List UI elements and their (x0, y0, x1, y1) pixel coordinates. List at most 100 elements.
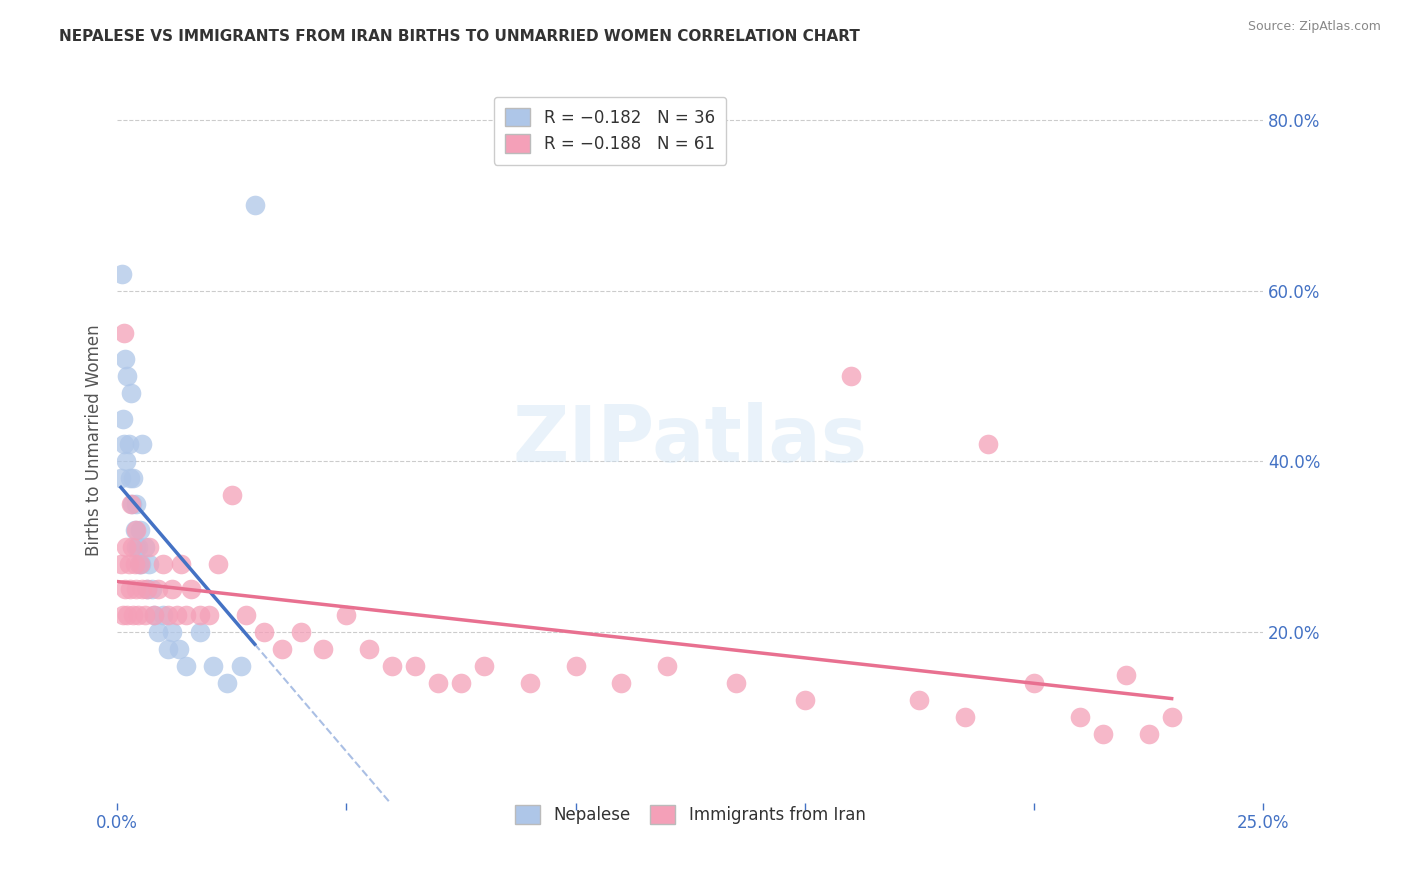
Point (290, 624, 312, 639)
Point (120, 497, 142, 511)
Point (115, 540, 138, 554)
Point (115, 454, 138, 468)
Text: Source: ZipAtlas.com: Source: ZipAtlas.com (1247, 20, 1381, 33)
Point (610, 676, 633, 690)
Point (472, 659, 495, 673)
Point (839, 369, 862, 384)
Point (138, 540, 160, 554)
Point (129, 557, 152, 571)
Point (148, 624, 170, 639)
Point (1137, 727, 1160, 741)
Text: NEPALESE VS IMMIGRANTS FROM IRAN BIRTHS TO UNMARRIED WOMEN CORRELATION CHART: NEPALESE VS IMMIGRANTS FROM IRAN BIRTHS … (59, 29, 860, 44)
Point (142, 607, 165, 622)
Point (111, 411, 134, 425)
Point (202, 659, 225, 673)
Point (1069, 710, 1091, 724)
Point (519, 676, 541, 690)
Point (118, 557, 141, 571)
Point (152, 557, 174, 571)
Point (253, 624, 276, 639)
Point (125, 582, 148, 597)
Point (1022, 676, 1045, 690)
Point (152, 607, 174, 622)
Point (129, 557, 152, 571)
Point (127, 607, 149, 622)
Point (1091, 727, 1114, 741)
Point (136, 582, 159, 597)
Point (271, 642, 294, 657)
Point (136, 582, 159, 597)
Point (167, 642, 190, 657)
Point (359, 642, 381, 657)
Point (235, 607, 257, 622)
Point (122, 471, 145, 485)
Point (450, 676, 472, 690)
Point (111, 267, 134, 281)
Point (127, 540, 149, 554)
Point (725, 676, 748, 690)
Point (148, 582, 170, 597)
Point (955, 710, 977, 724)
Point (1160, 710, 1182, 724)
Point (111, 607, 134, 622)
Point (174, 659, 197, 673)
Point (156, 642, 179, 657)
Point (134, 607, 156, 622)
Point (124, 557, 146, 571)
Point (110, 557, 132, 571)
Point (124, 523, 146, 537)
Point (118, 471, 141, 485)
Point (112, 326, 135, 341)
Point (128, 557, 150, 571)
Point (312, 642, 335, 657)
Point (125, 497, 148, 511)
Point (121, 540, 143, 554)
Point (134, 540, 156, 554)
Point (110, 471, 132, 485)
Point (166, 607, 188, 622)
Point (908, 693, 931, 707)
Y-axis label: Births to Unmarried Women: Births to Unmarried Women (86, 324, 103, 556)
Point (118, 437, 141, 451)
Point (131, 437, 153, 451)
Text: ZIPatlas: ZIPatlas (513, 402, 868, 478)
Point (138, 557, 160, 571)
Point (229, 659, 252, 673)
Point (142, 607, 165, 622)
Point (404, 659, 426, 673)
Point (160, 582, 183, 597)
Point (207, 557, 229, 571)
Point (156, 607, 179, 622)
Point (124, 540, 146, 554)
Point (114, 582, 136, 597)
Point (180, 582, 202, 597)
Point (243, 198, 266, 212)
Point (124, 523, 146, 537)
Point (188, 607, 211, 622)
Point (381, 659, 404, 673)
Point (1115, 667, 1137, 681)
Point (427, 676, 450, 690)
Point (141, 582, 163, 597)
Point (118, 582, 141, 597)
Point (657, 659, 679, 673)
Point (120, 386, 142, 401)
Point (122, 607, 145, 622)
Point (564, 659, 586, 673)
Point (793, 693, 815, 707)
Point (335, 607, 357, 622)
Point (112, 437, 135, 451)
Legend: Nepalese, Immigrants from Iran: Nepalese, Immigrants from Iran (505, 796, 876, 834)
Point (170, 557, 193, 571)
Point (188, 624, 211, 639)
Point (117, 607, 139, 622)
Point (121, 497, 143, 511)
Point (160, 624, 183, 639)
Point (114, 351, 136, 366)
Point (217, 676, 239, 690)
Point (198, 607, 221, 622)
Point (221, 488, 243, 502)
Point (174, 607, 197, 622)
Point (129, 523, 152, 537)
Point (977, 437, 1000, 451)
